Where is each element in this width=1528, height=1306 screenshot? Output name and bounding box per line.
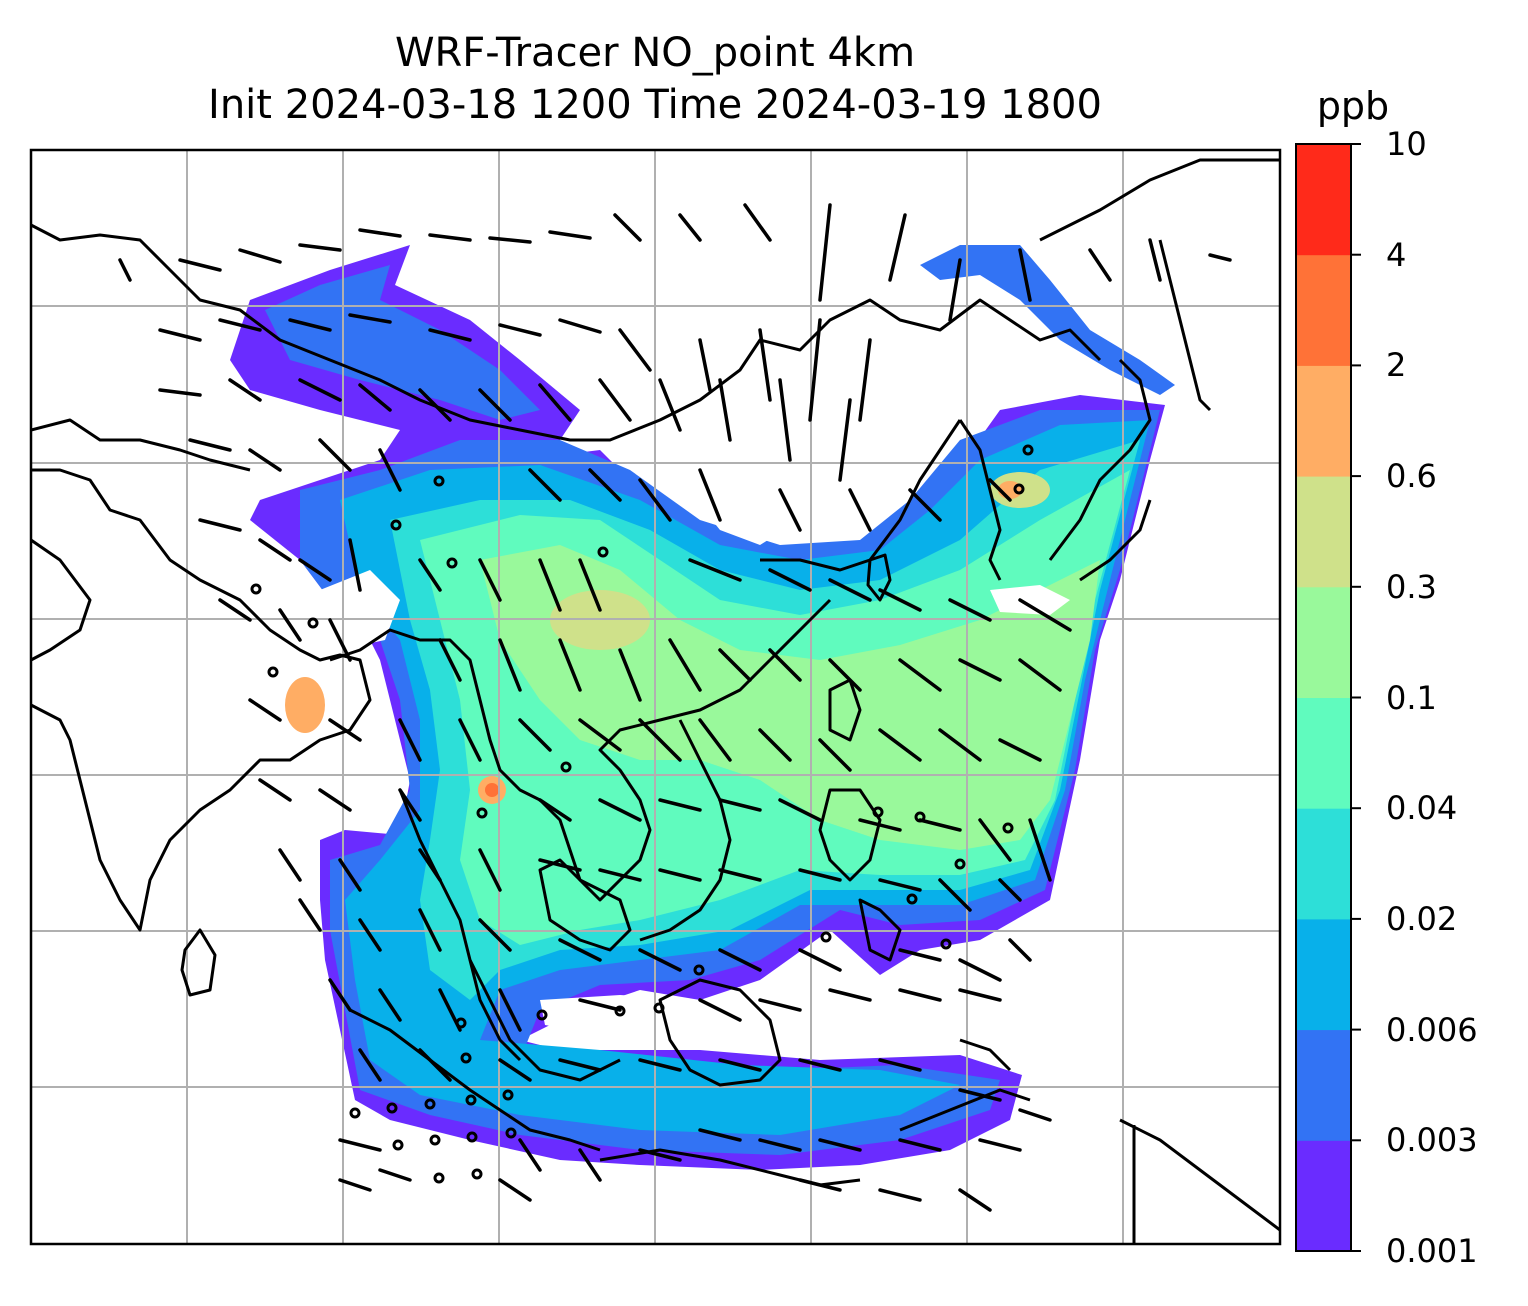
colorbar-segment (1296, 1029, 1351, 1141)
map-area (31, 150, 1280, 1244)
colorbar-segment (1296, 254, 1351, 366)
colorbar-segment (1296, 365, 1351, 477)
colorbar-segment (1296, 586, 1351, 698)
colorbar-segment (1296, 697, 1351, 809)
colorbar-tick-label: 0.3 (1386, 567, 1437, 606)
map-title-line1: WRF-Tracer NO_point 4km (394, 30, 916, 76)
tracer-gap-northeast (990, 585, 1070, 615)
colorbar-segment (1296, 1140, 1351, 1252)
gridlines (31, 150, 1280, 1244)
colorbar-tick-label: 0.003 (1386, 1121, 1478, 1160)
colorbar-tick-label: 0.04 (1386, 789, 1458, 828)
tracer-arm-north (265, 265, 540, 420)
colorbar (1296, 144, 1351, 1252)
colorbar-unit: ppb (1316, 84, 1390, 128)
colorbar-tick-label: 10 (1386, 125, 1427, 163)
tracer-source-west (285, 677, 325, 733)
colorbar-segment (1296, 918, 1351, 1031)
coastlines (31, 158, 1280, 1244)
tracer-gap-north (640, 400, 800, 545)
colorbar-tick-label: 0.1 (1386, 678, 1437, 717)
tracer-gap-west (300, 570, 400, 650)
colorbar-tick-label: 0.02 (1386, 899, 1458, 938)
calm-wind-markers (250, 444, 1034, 1184)
tracer-source-central-core (485, 783, 499, 797)
map-frame (29, 148, 1282, 1246)
map-title-line2: Init 2024-03-18 1200 Time 2024-03-19 180… (208, 82, 1102, 128)
tracer-field (230, 245, 1175, 1170)
colorbar-tick-label: 2 (1386, 346, 1407, 385)
colorbar-segment (1296, 808, 1351, 920)
colorbar-tick-label: 0.6 (1386, 457, 1437, 496)
colorbar-tick-label: 0.001 (1386, 1232, 1478, 1270)
colorbar-tick-label: 4 (1386, 235, 1407, 274)
colorbar-segment (1296, 144, 1351, 256)
wind-barbs (118, 203, 1232, 1212)
colorbar-tick-label: 0.006 (1386, 1010, 1478, 1049)
colorbar-ticks (1351, 143, 1361, 1252)
tracer-arm-northeast (920, 245, 1175, 395)
colorbar-segment (1296, 476, 1351, 588)
